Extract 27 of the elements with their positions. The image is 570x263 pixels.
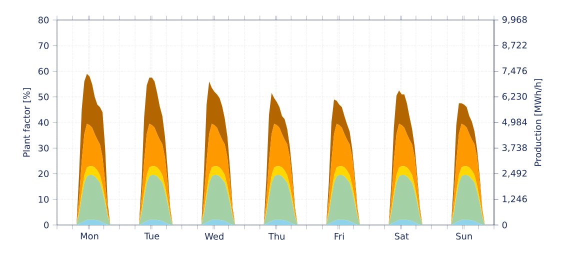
y-tick-label: 20 <box>38 170 49 178</box>
y2-tick-label: 6,230 <box>502 93 527 101</box>
x-tick-label: Thu <box>268 232 284 240</box>
y2-tick-label: 8,722 <box>502 42 527 50</box>
y-tick-label: 40 <box>38 119 49 126</box>
y2-tick-label: 4,984 <box>502 118 527 126</box>
x-tick-label: Mon <box>80 232 98 240</box>
y2-tick-label: 0 <box>502 222 507 228</box>
y-tick-label: 80 <box>38 16 49 24</box>
x-tick-label: Wed <box>204 232 224 240</box>
y2-tick-label: 2,492 <box>502 170 527 178</box>
y-tick-label: 0 <box>44 222 49 228</box>
y-tick-label: 70 <box>38 42 49 50</box>
y2-tick-label: 9,968 <box>502 16 527 24</box>
x-tick-label: Tue <box>144 232 160 240</box>
y2-tick-label: 3,738 <box>502 144 527 152</box>
x-tick-label: Sat <box>394 232 409 240</box>
y2-tick-label: 7,476 <box>502 67 527 76</box>
y2-axis-title: Production [MWh/h] <box>534 78 542 166</box>
y-tick-label: 50 <box>38 93 49 100</box>
y-tick-label: 10 <box>38 196 49 203</box>
x-tick-label: Sun <box>456 232 472 240</box>
y-tick-label: 60 <box>38 68 49 75</box>
x-tick-label: Fri <box>334 232 344 240</box>
y-tick-label: 30 <box>38 144 49 152</box>
y2-tick-label: 1,246 <box>502 196 527 204</box>
y-axis-title: Plant factor [%] <box>22 88 31 157</box>
